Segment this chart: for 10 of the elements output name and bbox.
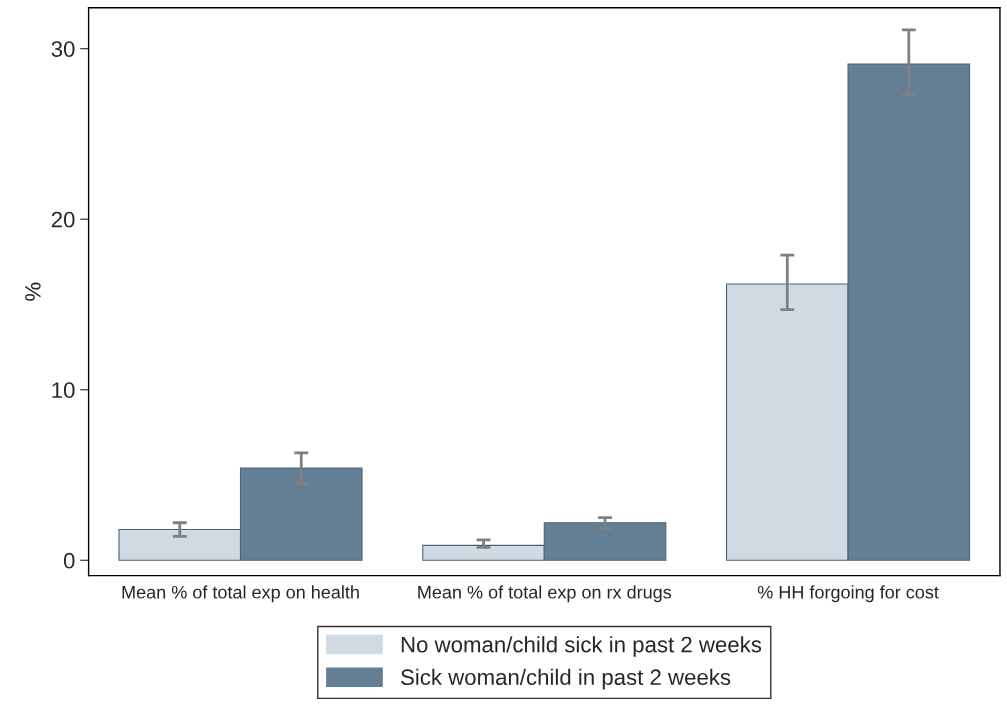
x-tick-label: % HH forgoing for cost <box>757 585 939 603</box>
y-tick-label: 0 <box>63 552 75 569</box>
y-tick-label: 20 <box>51 211 75 228</box>
y-axis-title: % <box>25 282 41 301</box>
y-tick-label: 10 <box>52 382 75 399</box>
legend-label: No woman/child sick in past 2 weeks <box>401 636 762 657</box>
legend-label: Sick woman/child in past 2 weeks <box>401 668 731 690</box>
x-tick-label: Mean % of total exp on health <box>122 585 359 603</box>
y-tick-label: 30 <box>51 41 75 57</box>
x-tick-label: Mean % of total exp on rx drugs <box>418 585 672 603</box>
